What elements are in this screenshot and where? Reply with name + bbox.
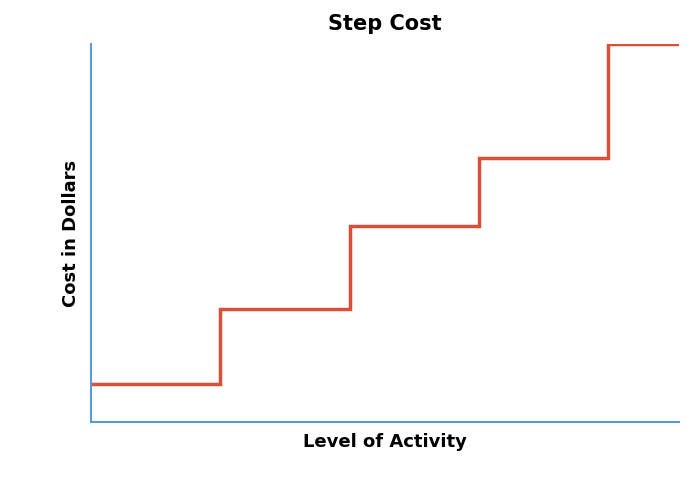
Y-axis label: Cost in Dollars: Cost in Dollars	[62, 160, 80, 307]
X-axis label: Level of Activity: Level of Activity	[303, 434, 467, 451]
Title: Step Cost: Step Cost	[328, 14, 442, 34]
